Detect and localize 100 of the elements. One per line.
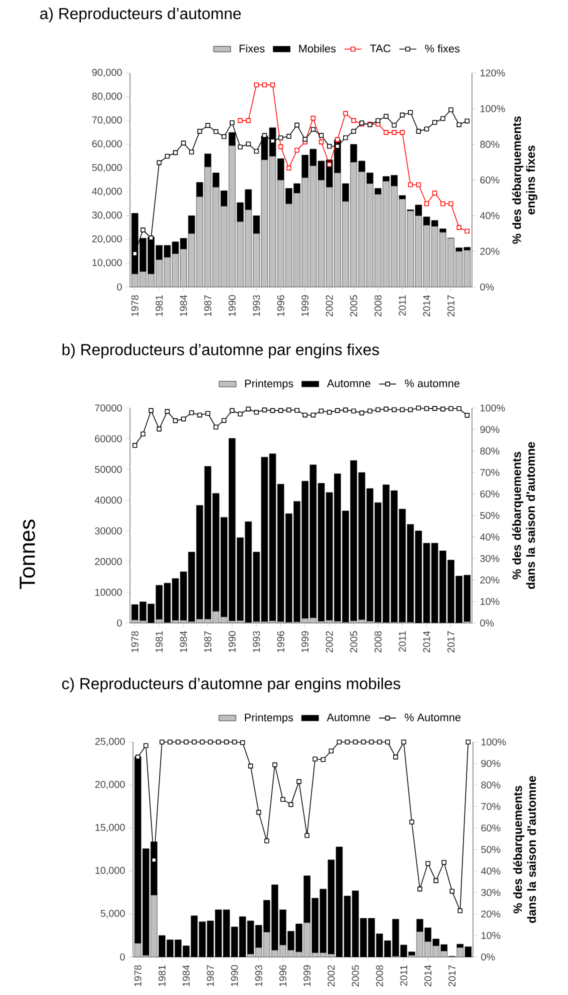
y2-tick-label: 0% [480,283,494,291]
x-tick-label: 2017 [448,965,456,986]
legend-label: Automne [326,714,370,722]
chart-title: a) Reproducteurs d’automne [40,8,241,22]
y2-tick-label: 80% [481,781,500,789]
y-tick-label: 40,000 [92,188,122,196]
x-tick-label: 1990 [228,295,236,316]
y2-tick-label: 40% [481,867,500,875]
y2-tick-label: 20% [481,910,500,918]
x-tick-label: 1999 [302,295,309,316]
legend-label: Printemps [244,713,294,724]
chart-title: b) Reproducteurs d’automne par engins fixes [62,344,379,358]
x-tick-label: 2008 [374,295,382,316]
y-tick-label: 0 [117,619,122,627]
y-tick-label: 60000 [95,435,122,442]
y-tick-label: 10,000 [92,259,122,268]
y-tick-label: 10000 [95,588,122,596]
legend-label: TAC [370,44,391,52]
x-tick-label: 1993 [255,965,262,986]
x-tick-label: 2005 [352,965,359,986]
x-tick-label: 1981 [156,295,163,316]
x-tick-label: 2017 [447,631,454,652]
y-tick-label: 20,000 [92,235,122,244]
x-tick-label: 2005 [350,631,358,652]
y2-tick-label: 0% [480,619,494,627]
y2-axis-title: % des débarquements engins fixes [512,116,538,244]
x-tick-label: 1993 [252,631,260,652]
legend-label: Fixes [240,44,265,52]
x-tick-label: 1981 [156,631,163,652]
x-tick-label: 2011 [398,631,406,652]
y2-axis-title: % des débarquements dans la saison d'automne [512,442,535,589]
y2-axis-title: % des débarquements dans la saison d'automne [513,776,536,923]
x-tick-label: 2014 [423,295,430,316]
x-tick-label: 2014 [423,631,430,652]
y-tick-label: 15,000 [96,824,125,832]
y2-tick-label: 40% [480,212,500,220]
y-tick-label: 0 [117,283,122,291]
y-tick-label: 5,000 [100,910,125,918]
x-tick-label: 1996 [277,631,284,652]
x-tick-label: 1996 [277,295,284,316]
y2-tick-label: 30% [480,554,500,562]
x-tick-label: 1981 [158,965,166,986]
y2-tick-label: 80% [480,447,500,455]
x-tick-label: 1987 [204,295,212,316]
x-tick-label: 2008 [376,965,384,986]
x-tick-label: 2002 [328,965,335,986]
y-tick-label: 40000 [94,496,122,504]
y-tick-label: 90,000 [92,68,122,78]
x-tick-label: 1990 [230,965,238,986]
x-tick-label: 1990 [228,631,236,652]
x-tick-label: 1984 [180,631,188,652]
legend-label: % Automne [404,714,461,722]
x-tick-label: 2002 [326,295,333,316]
y2-tick-label: 0% [481,953,495,961]
y-tick-label: 70,000 [92,116,122,125]
y-tick-label: 10,000 [96,866,125,876]
y2-tick-label: 20% [480,248,500,255]
y2-tick-label: 40% [480,533,500,541]
legend-label: Automne [326,380,370,388]
y2-tick-label: 30% [481,888,500,896]
x-tick-label: 1984 [180,295,188,316]
y-tick-label: 0 [120,953,125,961]
x-tick-label: 1978 [131,631,138,652]
x-tick-label: 1999 [304,965,311,986]
y-tick-label: 60,000 [92,140,122,148]
y-tick-label: 50,000 [92,164,122,172]
legend-label: % automne [404,380,460,388]
x-tick-label: 2005 [350,295,358,316]
x-tick-label: 1987 [206,965,214,986]
y2-tick-label: 10% [482,932,500,940]
y-tick-label: 20,000 [95,780,125,790]
x-tick-label: 1993 [252,295,260,316]
x-tick-label: 1984 [182,965,190,986]
x-tick-label: 1999 [302,631,309,652]
y-tick-label: 30000 [94,527,122,534]
y2-tick-label: 80% [480,140,500,148]
y2-tick-label: 50% [481,846,500,854]
legend-label: Printemps [245,379,294,390]
x-tick-label: 2008 [374,631,382,652]
y2-tick-label: 100% [482,738,506,746]
y2-tick-label: 50% [480,512,500,520]
y-tick-label: 20000 [95,558,122,566]
y2-tick-label: 60% [480,176,500,184]
x-tick-label: 2017 [447,295,454,316]
y2-tick-label: 100% [480,404,505,412]
y-tick-label: 30,000 [92,212,122,220]
y2-tick-label: 70% [481,802,500,810]
legend-label: % fixes [425,44,460,52]
y-axis-title: Tonnes [20,520,36,590]
y2-tick-label: 20% [480,576,500,584]
legend-label: Mobiles [299,44,336,52]
x-tick-label: 1978 [134,965,142,986]
y2-tick-label: 70% [480,468,500,476]
x-tick-label: 1987 [204,631,212,652]
y2-tick-label: 120% [480,69,505,77]
y-tick-label: 70000 [95,404,122,412]
x-tick-label: 2002 [326,631,333,652]
y2-tick-label: 100% [480,105,505,112]
y-tick-label: 80,000 [92,92,122,101]
chart-title: c) Reproducteurs d’automne par engins mobiles [62,678,400,692]
